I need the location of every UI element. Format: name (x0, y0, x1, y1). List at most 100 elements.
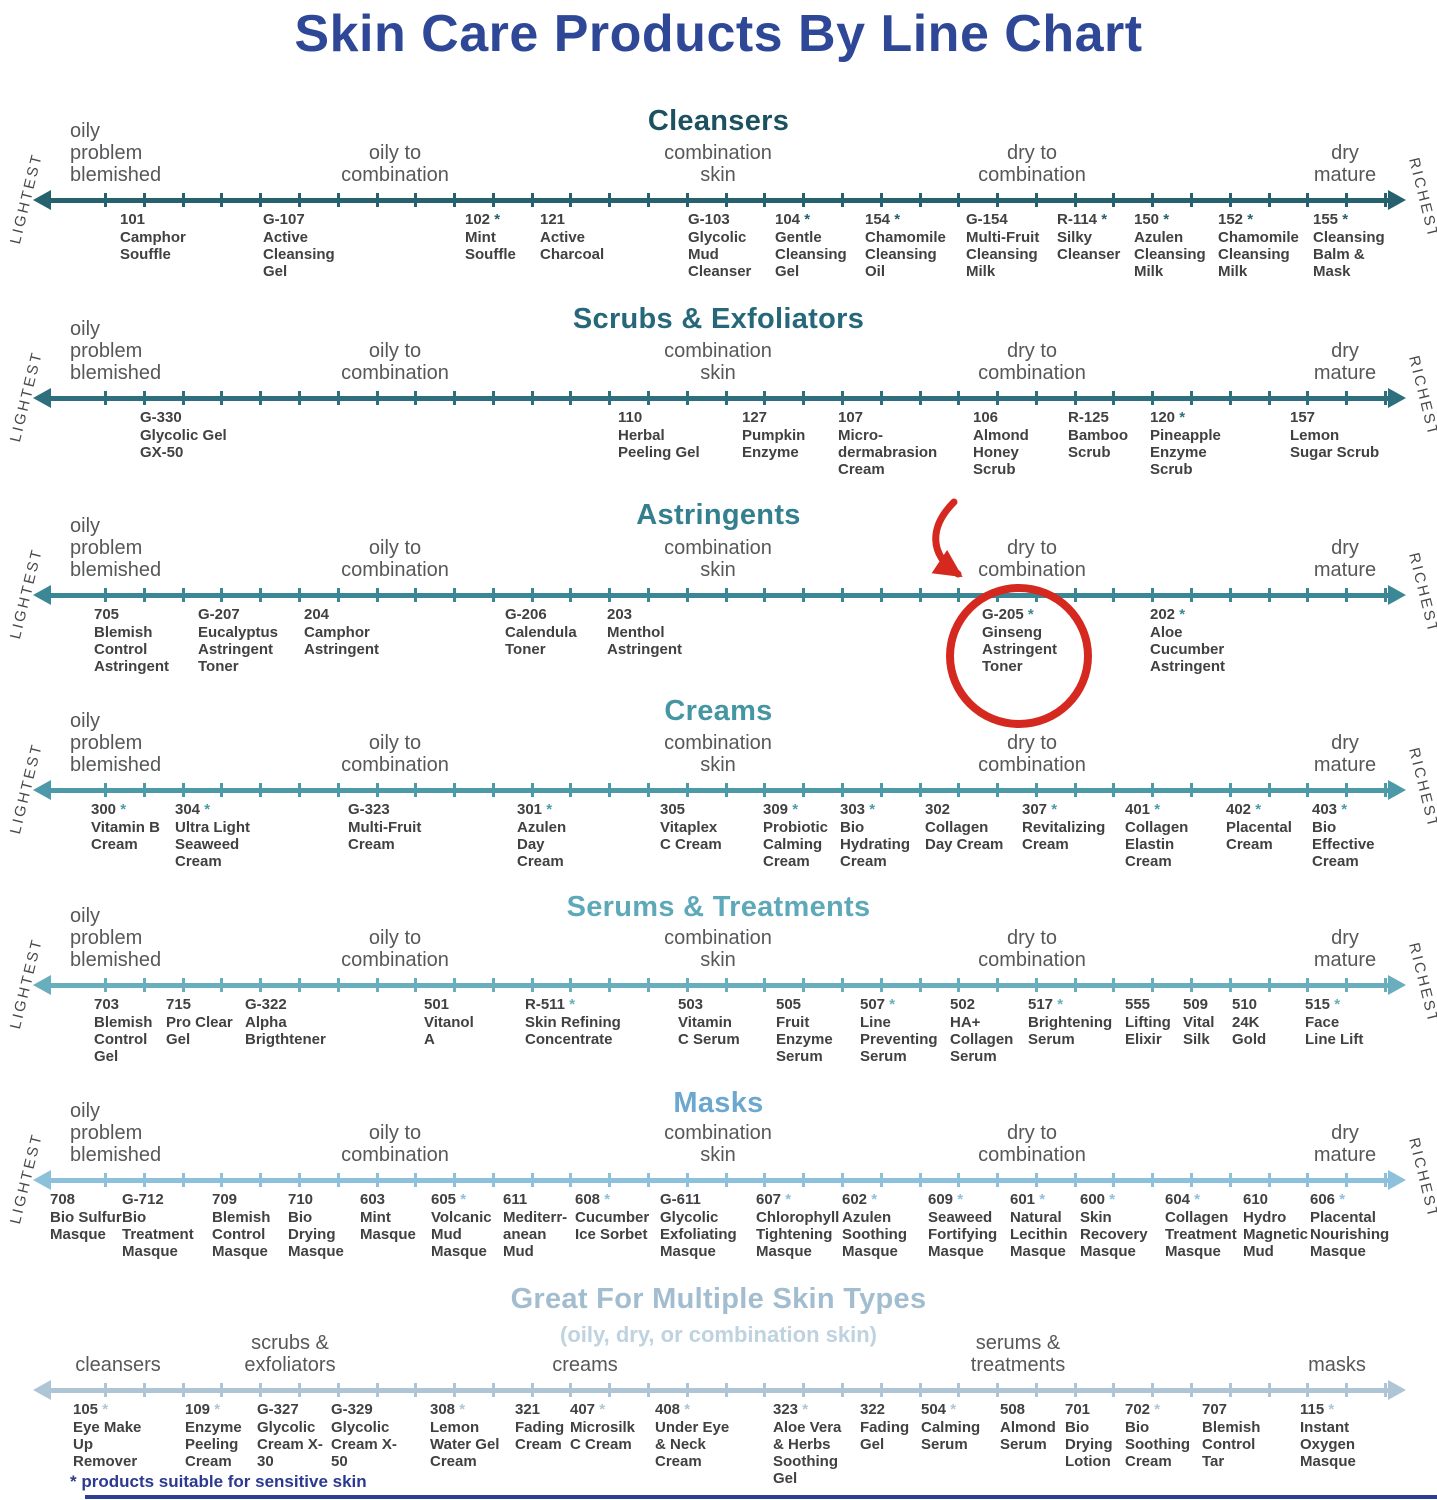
axis-tick (336, 1173, 340, 1187)
product-label: G-207 Eucalyptus Astringent Toner (198, 606, 282, 675)
axis-tick (142, 193, 146, 207)
product-label: 604 * Collagen Treatment Masque (1165, 1191, 1245, 1260)
product-name: Fruit Enzyme Serum (776, 1014, 833, 1066)
axis-tick (1034, 1173, 1038, 1187)
axis-tick (1112, 783, 1116, 797)
axis-line (48, 1388, 1390, 1393)
section-title-scrubs: Scrubs & Exfoliators (572, 303, 865, 335)
axis-tick (802, 588, 806, 602)
product-label: 204 Camphor Astringent (304, 606, 384, 658)
zone-label: combination skin (664, 340, 772, 384)
product-label: 155 * Cleansing Balm & Mask (1313, 211, 1399, 280)
axis-tick (259, 783, 263, 797)
product-code: 600 * (1080, 1191, 1116, 1208)
product-name: Bio Drying Masque (288, 1209, 344, 1261)
axis-tick (530, 391, 534, 405)
product-label: 402 * Placental Cream (1226, 801, 1302, 853)
axis-tick (1384, 193, 1387, 207)
product-code: 301 * (517, 801, 553, 818)
zone-label: dry mature (1313, 732, 1377, 776)
sensitive-skin-asterisk: * (456, 1191, 467, 1208)
product-code: 307 * (1022, 801, 1058, 818)
axis-tick (181, 783, 185, 797)
axis-tick (1190, 1173, 1194, 1187)
zone-label: masks (1308, 1354, 1366, 1376)
sensitive-skin-asterisk: * (98, 1401, 109, 1418)
axis-tick (1073, 978, 1077, 992)
zone-label: dry mature (1313, 142, 1377, 186)
product-name: Ultra Light Seaweed Cream (175, 819, 250, 871)
product-code: 715 (166, 996, 192, 1013)
axis-tick (802, 391, 806, 405)
axis-tick (647, 391, 651, 405)
sensitive-skin-asterisk: * (1337, 801, 1348, 818)
section-title-creams: Creams (664, 695, 773, 727)
axis-tick (1151, 1383, 1155, 1397)
product-name: Lifting Elixir (1125, 1014, 1171, 1049)
product-code: 150 * (1134, 211, 1170, 228)
product-label: 321 Fading Cream (515, 1401, 569, 1453)
product-label: 202 * Aloe Cucumber Astringent (1150, 606, 1230, 675)
axis-tick (453, 391, 457, 405)
axis-tick (453, 783, 457, 797)
product-name: Alpha Brigthtener (245, 1014, 326, 1049)
product-label: 152 * Chamomile Cleansing Milk (1218, 211, 1300, 280)
axis-tick (685, 978, 689, 992)
axis-tick (530, 783, 534, 797)
axis-tick (608, 391, 612, 405)
product-name: Aloe Vera & Herbs Soothing Gel (773, 1419, 842, 1488)
zone-label: oily to combination (341, 1122, 449, 1166)
product-name: Active Charcoal (540, 229, 605, 264)
axis-tick (647, 1383, 651, 1397)
zone-label: dry mature (1313, 1122, 1377, 1166)
axis-tick (453, 1173, 457, 1187)
axis-tick (763, 978, 767, 992)
axis-tick (685, 1173, 689, 1187)
product-label: 403 * Bio Effective Cream (1312, 801, 1382, 870)
product-code: 507 * (860, 996, 896, 1013)
axis-tick (840, 1383, 844, 1397)
sensitive-skin-asterisk: * (1035, 1191, 1046, 1208)
product-label: 157 Lemon Sugar Scrub (1290, 409, 1382, 461)
axis-tick (297, 783, 301, 797)
product-code: 509 (1183, 996, 1209, 1013)
axis-tick (840, 193, 844, 207)
product-name: Almond Serum (1000, 1419, 1056, 1454)
axis-tick (1345, 391, 1349, 405)
axis-endpoint-richest: RICHEST (1405, 551, 1437, 636)
product-label: 322 Fading Gel (860, 1401, 914, 1453)
product-name: Glycolic Cream X-30 (257, 1419, 323, 1471)
axis-arrowhead-right (1388, 975, 1406, 995)
product-name: 24K Gold (1232, 1014, 1267, 1049)
product-code: 308 * (430, 1401, 466, 1418)
axis-arrowhead-left (33, 585, 51, 605)
axis-tick (375, 783, 379, 797)
product-code: 408 * (655, 1401, 691, 1418)
product-name: Placental Cream (1226, 819, 1292, 854)
product-name: Collagen Day Cream (925, 819, 1004, 854)
product-code: 322 (860, 1401, 886, 1418)
product-label: 101 Camphor Souffle (120, 211, 190, 263)
product-name: Pro Clear Gel (166, 1014, 233, 1049)
product-name: Line Preventing Serum (860, 1014, 938, 1066)
axis-tick (1384, 588, 1387, 602)
axis-tick (259, 1173, 263, 1187)
axis-tick (453, 193, 457, 207)
axis-tick (569, 978, 573, 992)
product-label: G-327 Glycolic Cream X-30 (257, 1401, 323, 1470)
sensitive-skin-asterisk: * (1330, 996, 1341, 1013)
product-code: 107 (838, 409, 864, 426)
axis-tick (763, 193, 767, 207)
axis-endpoint-richest: RICHEST (1405, 1136, 1437, 1221)
product-name: Bio Effective Cream (1312, 819, 1375, 871)
product-name: Glycolic Exfoliating Masque (660, 1209, 737, 1261)
zone-label: oily problem blemished (70, 1100, 162, 1166)
product-label: 102 * Mint Souffle (465, 211, 521, 263)
axis-tick (491, 588, 495, 602)
product-name: Fading Cream (515, 1419, 565, 1454)
product-name: Placental Nourishing Masque (1310, 1209, 1390, 1261)
axis-endpoint-richest: RICHEST (1405, 156, 1437, 241)
axis-tick (375, 978, 379, 992)
axis-tick (1345, 1383, 1349, 1397)
sensitive-skin-asterisk: * (1105, 1191, 1116, 1208)
